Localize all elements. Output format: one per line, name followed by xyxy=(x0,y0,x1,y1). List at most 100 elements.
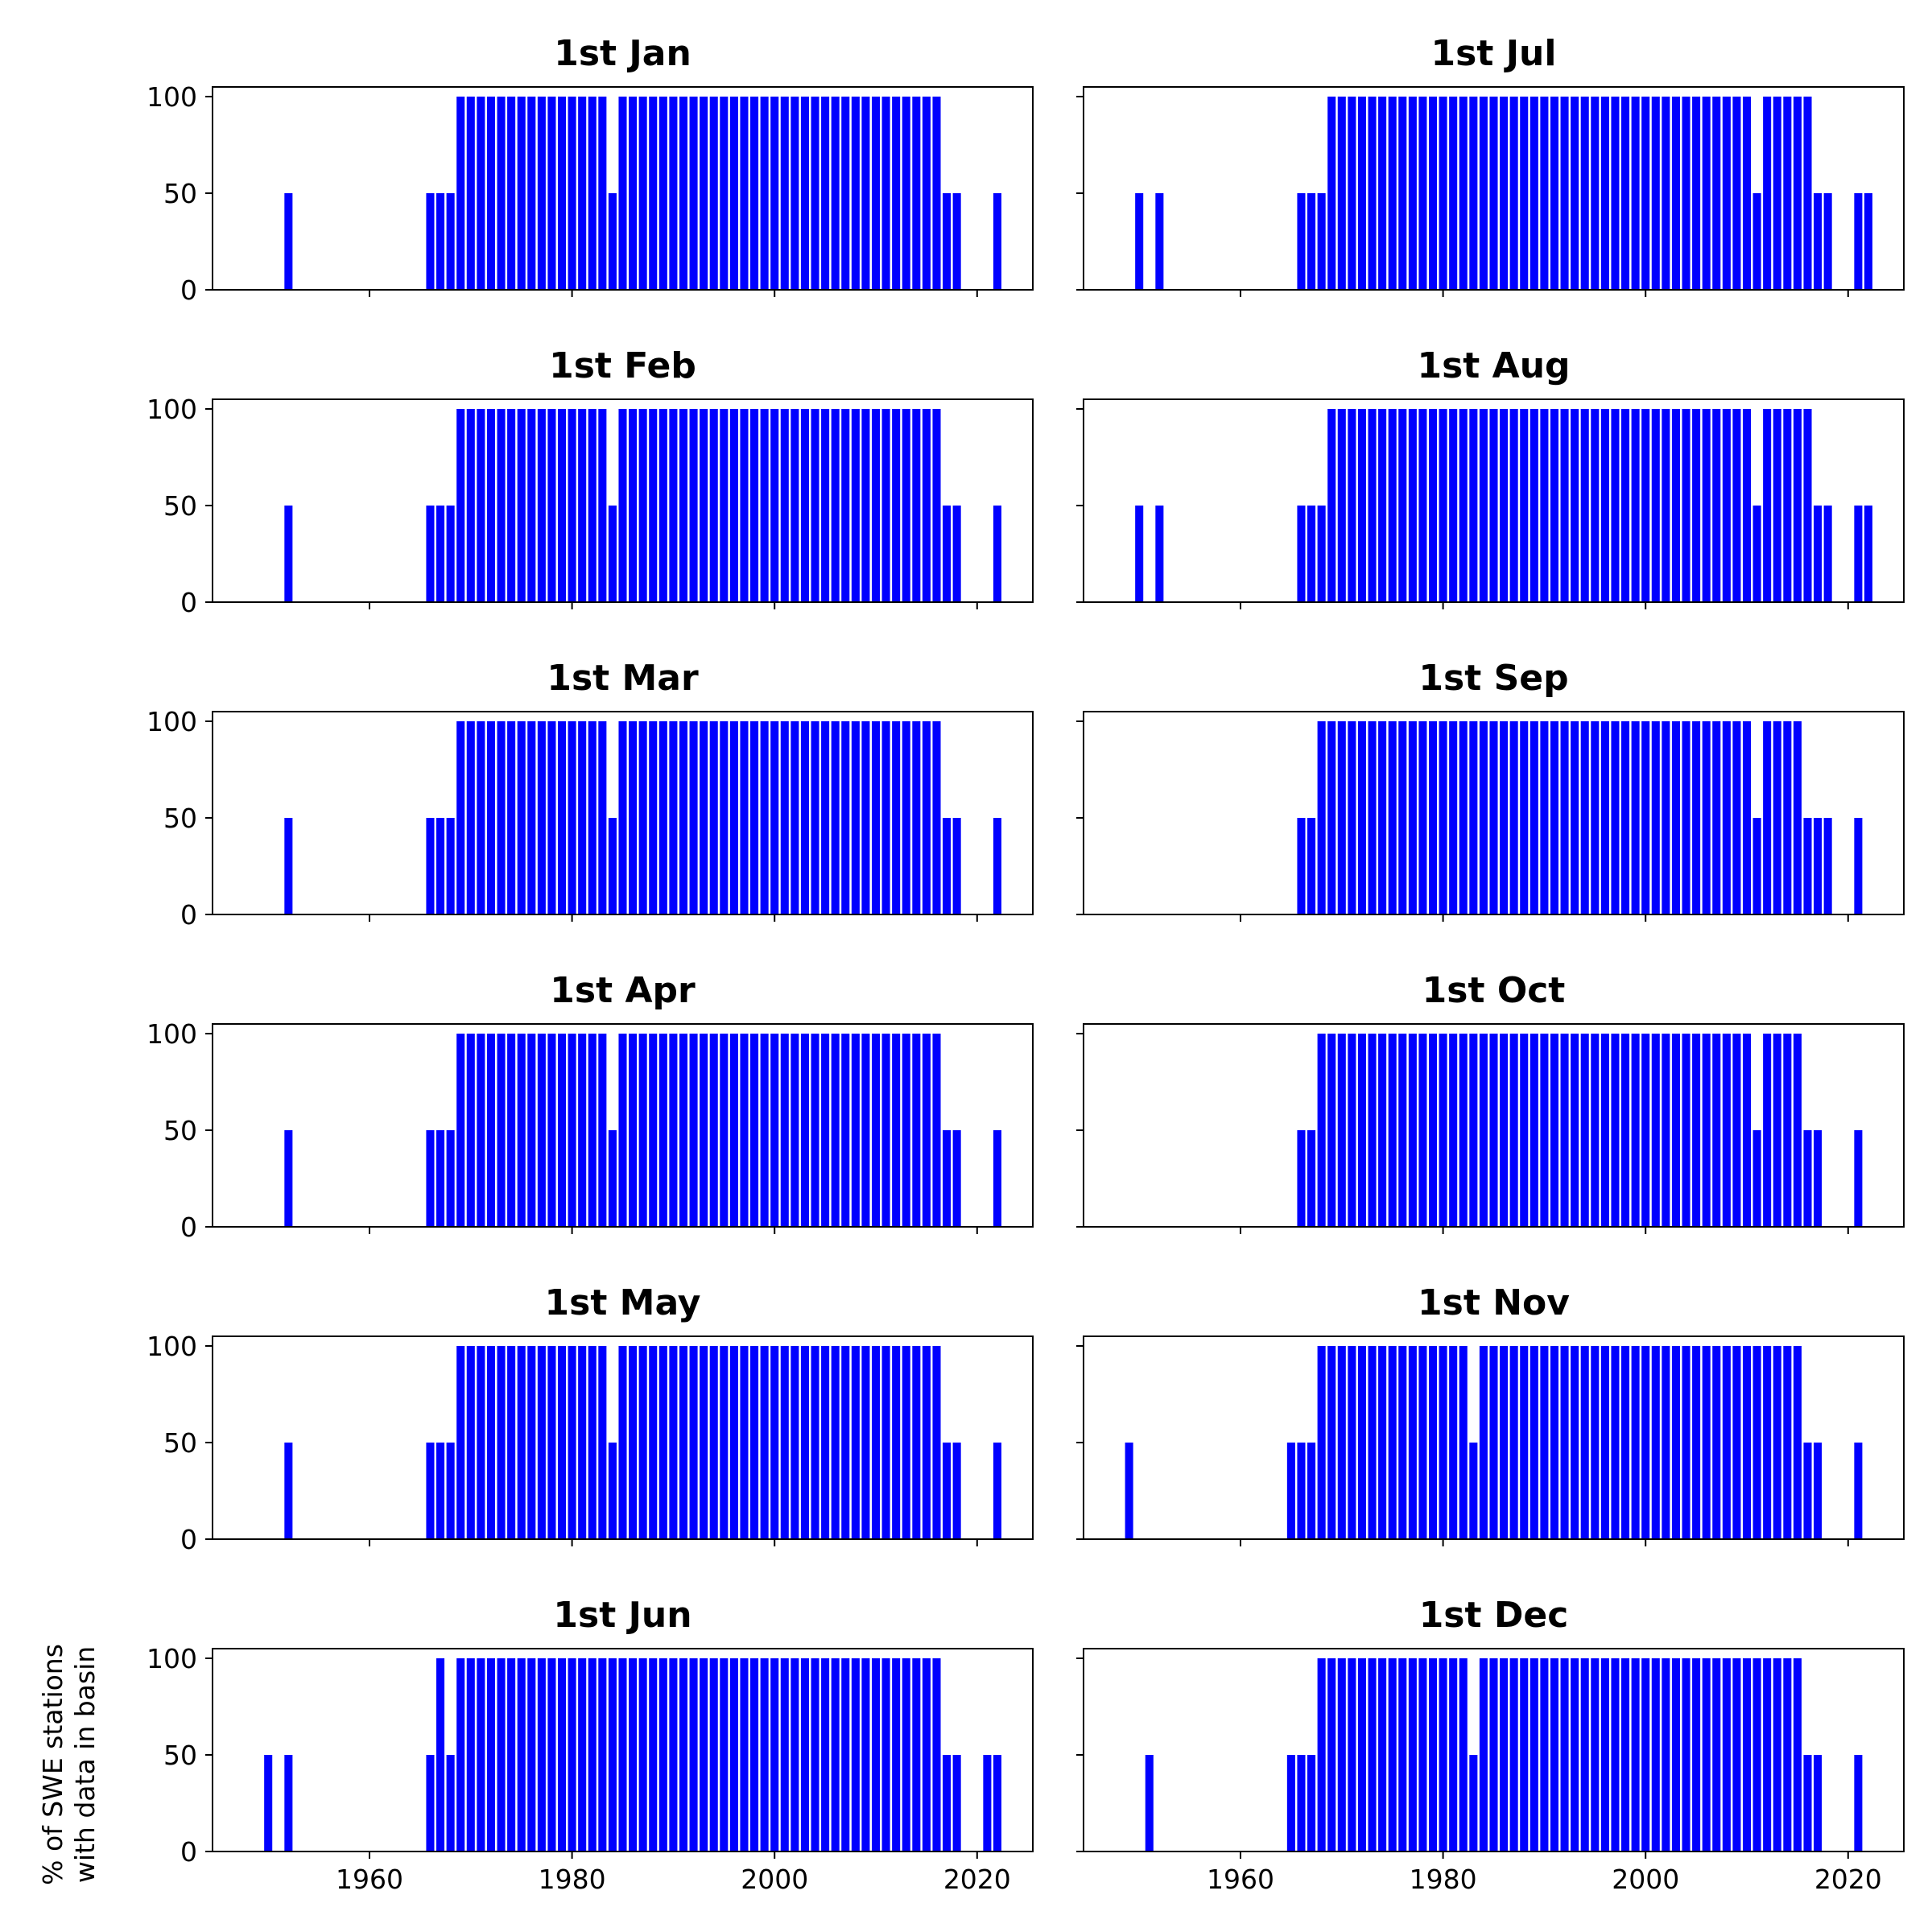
bar-1967 xyxy=(1307,1130,1316,1227)
bar-1971 xyxy=(1348,97,1356,290)
bar-1981 xyxy=(1449,1034,1458,1227)
bar-1977 xyxy=(1408,1346,1417,1539)
subplot-grid: 1st Jan 0 50 100 1st Jul 1st Feb 0 50 100 1st Aug… xyxy=(147,33,1905,1895)
bar-2006 xyxy=(831,721,840,914)
bar-1983 xyxy=(598,721,607,914)
bar-1966 xyxy=(1297,193,1306,290)
bar-2012 xyxy=(892,409,901,602)
bar-1990 xyxy=(1540,1346,1549,1539)
bar-1968 xyxy=(1317,506,1326,602)
panel-1st-apr: 1st Apr 0 50 100 xyxy=(147,970,1034,1243)
bar-2008 xyxy=(1722,1346,1731,1539)
bar-1982 xyxy=(1459,409,1468,602)
bar-1952 xyxy=(1155,193,1164,290)
bar-2016 xyxy=(1803,97,1812,290)
bar-1973 xyxy=(1368,1658,1377,1852)
bar-1973 xyxy=(1368,97,1377,290)
bar-2016 xyxy=(932,97,941,290)
bar-2003 xyxy=(1671,409,1680,602)
y-tick-label: 100 xyxy=(147,1643,197,1674)
bar-1996 xyxy=(729,1346,738,1539)
bar-1990 xyxy=(1540,97,1549,290)
bar-1997 xyxy=(1611,1658,1620,1852)
bar-1992 xyxy=(689,97,698,290)
bar-1987 xyxy=(638,1658,647,1852)
bar-1984 xyxy=(608,1443,617,1539)
bar-2001 xyxy=(1651,721,1660,914)
bar-2012 xyxy=(1763,409,1772,602)
bar-2000 xyxy=(1641,1658,1650,1852)
bar-2011 xyxy=(1752,818,1761,914)
bar-1996 xyxy=(1600,1658,1609,1852)
bar-1991 xyxy=(1550,97,1559,290)
bar-1984 xyxy=(608,818,617,914)
bar-2001 xyxy=(780,97,789,290)
y-tick-label: 100 xyxy=(147,706,197,737)
bar-2014 xyxy=(1783,721,1792,914)
bar-1987 xyxy=(1509,1346,1518,1539)
axes-frame xyxy=(1083,1648,1905,1852)
bar-1994 xyxy=(1580,97,1589,290)
bar-1994 xyxy=(709,409,718,602)
bar-1970 xyxy=(466,721,475,914)
panel-title: 1st May xyxy=(545,1282,701,1323)
panel-1st-nov: 1st Nov xyxy=(1076,1282,1905,1546)
bar-1980 xyxy=(1439,1034,1447,1227)
bar-1981 xyxy=(578,1346,587,1539)
bar-1998 xyxy=(1621,1034,1630,1227)
bar-2003 xyxy=(800,1034,809,1227)
bar-1972 xyxy=(486,1034,495,1227)
bar-1995 xyxy=(720,409,729,602)
bar-2005 xyxy=(1692,721,1701,914)
bar-2004 xyxy=(811,1658,819,1852)
panel-1st-jan: 1st Jan 0 50 100 xyxy=(147,33,1034,306)
bar-1984 xyxy=(1479,1658,1488,1852)
bar-1985 xyxy=(618,1658,627,1852)
bar-1979 xyxy=(1428,721,1438,914)
bar-1982 xyxy=(1459,1034,1468,1227)
bar-1995 xyxy=(1591,721,1600,914)
bar-1986 xyxy=(629,1034,638,1227)
bar-1985 xyxy=(618,1346,627,1539)
bars-1st-aug xyxy=(1135,409,1872,602)
bar-1971 xyxy=(1348,1658,1356,1852)
panel-title: 1st Sep xyxy=(1418,658,1568,699)
bar-1996 xyxy=(1600,409,1609,602)
bar-1967 xyxy=(1307,1443,1316,1539)
bar-1979 xyxy=(1428,1658,1438,1852)
bar-1994 xyxy=(709,97,718,290)
bar-1978 xyxy=(1418,97,1427,290)
bar-2002 xyxy=(1662,1034,1670,1227)
bar-1968 xyxy=(1317,1034,1326,1227)
bar-1973 xyxy=(1368,1346,1377,1539)
y-tick-label: 100 xyxy=(147,1331,197,1362)
y-tick-label: 0 xyxy=(180,1524,197,1555)
bar-1984 xyxy=(1479,409,1488,602)
bar-1983 xyxy=(598,1658,607,1852)
bar-2008 xyxy=(851,409,860,602)
x-tick-label: 2020 xyxy=(1814,1864,1882,1895)
bar-1983 xyxy=(1469,1034,1478,1227)
bar-2012 xyxy=(892,1346,901,1539)
bar-1975 xyxy=(1388,409,1397,602)
bar-1992 xyxy=(689,1346,698,1539)
bar-2011 xyxy=(881,1658,890,1852)
bar-1987 xyxy=(1509,409,1518,602)
bar-2013 xyxy=(1773,1658,1781,1852)
bar-2010 xyxy=(871,1034,881,1227)
y-tick-label: 0 xyxy=(180,899,197,931)
bar-1986 xyxy=(1500,97,1509,290)
bar-1976 xyxy=(1398,1034,1407,1227)
bar-2006 xyxy=(1702,1346,1711,1539)
bar-1968 xyxy=(446,1443,455,1539)
bar-1966 xyxy=(426,818,435,914)
bar-1998 xyxy=(750,1034,759,1227)
bar-2015 xyxy=(1793,409,1802,602)
bar-1999 xyxy=(1631,721,1640,914)
bar-2007 xyxy=(841,1034,850,1227)
bar-2001 xyxy=(780,409,789,602)
bar-1997 xyxy=(1611,409,1620,602)
bar-1998 xyxy=(750,1346,759,1539)
bar-1988 xyxy=(649,1034,658,1227)
bar-1991 xyxy=(679,1658,688,1852)
